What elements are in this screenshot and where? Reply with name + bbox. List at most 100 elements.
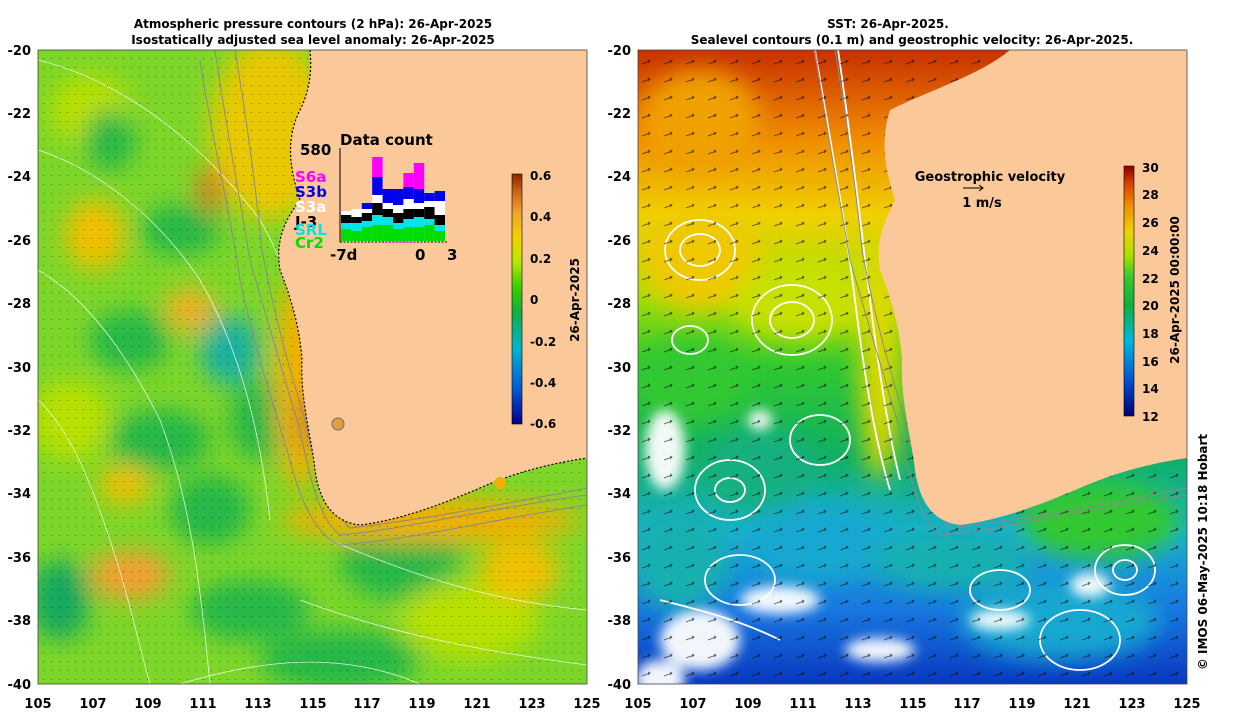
data-count-inset: Data count 580 -7d 0 3 S6a S3b S3a J-3 S… [294, 131, 457, 264]
lat-label: -36 [8, 551, 32, 566]
histogram-bar-segment [361, 221, 373, 227]
left-title-line2: Isostatically adjusted sea level anomaly… [131, 33, 495, 47]
histogram-bar-segment [403, 173, 414, 187]
lat-label: -30 [608, 361, 632, 376]
lon-label: 115 [299, 697, 326, 712]
left-lat-axis: -20 -22 -24 -26 -28 -30 -32 -34 -36 -38 … [8, 44, 32, 693]
lon-label: 121 [463, 697, 490, 712]
lat-label: -36 [608, 551, 632, 566]
lon-label: 107 [679, 697, 706, 712]
colorbar-tick: 14 [1142, 382, 1159, 396]
histogram-bar-segment [351, 209, 362, 217]
histogram-bar-segment [361, 203, 373, 209]
histogram-bar-segment [413, 203, 425, 209]
histogram-bar-segment [413, 209, 425, 217]
lon-label: 107 [79, 697, 106, 712]
lat-label: -34 [608, 487, 632, 502]
sst-colorbar-ticks: 30 28 26 24 22 20 18 16 14 12 [1142, 161, 1159, 424]
histogram-bar-segment [393, 205, 404, 213]
lon-label: 123 [518, 697, 545, 712]
lat-label: -40 [608, 678, 632, 693]
lat-label: -20 [8, 44, 32, 59]
data-count-title: Data count [340, 131, 433, 149]
lat-label: -20 [608, 44, 632, 59]
mission-s6a: S6a [295, 168, 326, 186]
lat-label: -26 [608, 234, 632, 249]
colorbar-tick: 30 [1142, 161, 1159, 175]
histogram-bar-segment [361, 213, 373, 221]
mission-s3b: S3b [295, 183, 327, 201]
lon-label: 113 [244, 697, 271, 712]
histogram-bar-segment [382, 189, 393, 203]
lat-label: -22 [8, 107, 32, 122]
histogram-bar-segment [341, 215, 352, 223]
mission-s3a: S3a [295, 198, 326, 216]
lon-label: 119 [408, 697, 435, 712]
colorbar-tick: 0.4 [530, 210, 551, 224]
lat-label: -40 [8, 678, 32, 693]
right-title-line1: SST: 26-Apr-2025. [827, 17, 949, 31]
histogram-bar-segment [403, 199, 414, 209]
left-lon-axis: 105 107 109 111 113 115 117 119 121 123 … [24, 697, 600, 712]
colorbar-tick: 12 [1142, 410, 1159, 424]
histogram-bar-segment [341, 229, 352, 241]
sst-australia-land [878, 50, 1187, 525]
histogram-bar-segment [372, 215, 383, 225]
right-title-line2: Sealevel contours (0.1 m) and geostrophi… [691, 33, 1134, 47]
histogram-bar-segment [393, 189, 404, 205]
histogram-bar-segment [413, 189, 425, 203]
sst-bathymetry [814, 50, 1187, 536]
histogram-bar-segment [424, 193, 435, 201]
colorbar-tick: 22 [1142, 272, 1159, 286]
data-count-xlabel-zero: 0 [415, 246, 425, 264]
lat-label: -28 [8, 297, 32, 312]
colorbar-tick: -0.2 [530, 335, 556, 349]
velocity-legend-scale: 1 m/s [962, 196, 1002, 211]
lon-label: 113 [844, 697, 871, 712]
histogram-bar-segment [424, 225, 435, 241]
histogram-bar-segment [382, 217, 393, 225]
lon-label: 109 [734, 697, 761, 712]
lat-label: -24 [8, 170, 32, 185]
velocity-legend-title: Geostrophic velocity [915, 170, 1066, 185]
histogram-bar-segment [361, 227, 373, 241]
mission-legend: S6a S3b S3a J-3 SRL Cr2 [294, 168, 327, 252]
mission-cr2: Cr2 [295, 234, 324, 252]
histogram-bar-segment [372, 177, 383, 195]
colorbar-tick: -0.4 [530, 376, 556, 390]
histogram-bar-segment [434, 225, 445, 231]
histogram-bar-segment [403, 187, 414, 199]
mission-j3: J-3 [294, 213, 317, 231]
ssla-colorbar: 0.6 0.4 0.2 0 -0.2 -0.4 -0.6 26-Apr-2025 [511, 169, 582, 431]
histogram-bar-segment [393, 223, 404, 229]
data-count-xlabel-start: -7d [330, 246, 357, 264]
histogram-bar-segment [372, 157, 383, 177]
lat-label: -30 [8, 361, 32, 376]
colorbar-tick: 24 [1142, 244, 1159, 258]
histogram-bar-segment [382, 209, 393, 217]
left-title-line1: Atmospheric pressure contours (2 hPa): 2… [134, 17, 492, 31]
histogram-bar-segment [361, 209, 373, 213]
histogram-bar-segment [393, 229, 404, 241]
velocity-legend: Geostrophic velocity 1 m/s [915, 170, 1066, 211]
lon-label: 111 [789, 697, 816, 712]
bathymetry-contours [199, 50, 587, 546]
histogram-bar-segment [351, 223, 362, 231]
colorbar-tick: -0.6 [530, 417, 556, 431]
lon-label: 105 [624, 697, 651, 712]
right-lon-axis: 105 107 109 111 113 115 117 119 121 123 … [624, 697, 1200, 712]
histogram-bar-segment [372, 225, 383, 241]
ssla-map[interactable] [30, 40, 587, 690]
histogram-bar-segment [382, 203, 393, 209]
sst-map[interactable] [630, 50, 1187, 700]
histogram-bar-segment [372, 203, 383, 215]
histogram-bar-segment [413, 217, 425, 227]
mission-srl: SRL [295, 221, 327, 239]
lat-label: -32 [608, 424, 632, 439]
histogram-bar-segment [341, 223, 352, 229]
histogram-bar-segment [403, 219, 414, 227]
data-count-histogram [341, 157, 445, 241]
lat-label: -38 [608, 614, 632, 629]
data-count-max: 580 [300, 141, 331, 159]
